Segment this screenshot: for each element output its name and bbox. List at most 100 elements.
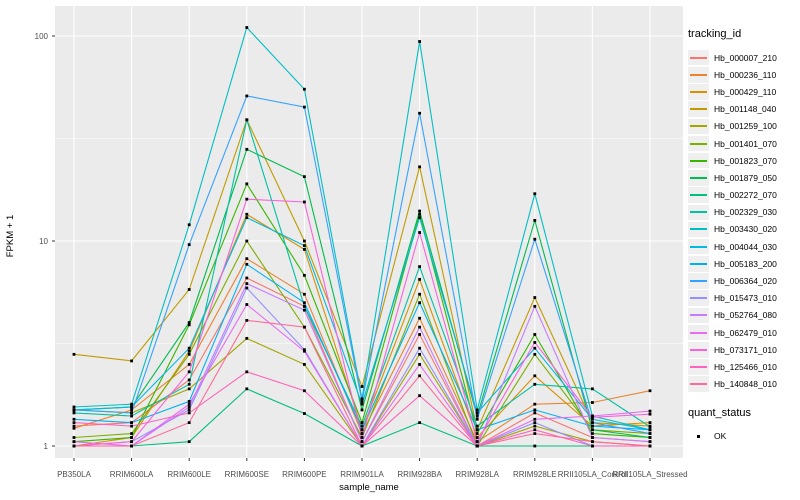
data-point — [418, 374, 421, 378]
data-point — [533, 424, 537, 428]
data-point — [533, 237, 537, 241]
data-point — [303, 301, 306, 305]
data-point — [187, 321, 191, 324]
data-point — [187, 323, 191, 327]
data-point — [533, 417, 537, 421]
data-point — [303, 308, 306, 312]
legend-item-label: Hb_006364_020 — [714, 276, 777, 287]
data-point — [245, 276, 249, 280]
legend-key-line-icon — [688, 187, 709, 203]
legend-key-point-icon — [688, 429, 709, 445]
data-point — [475, 417, 479, 421]
data-point — [303, 325, 306, 329]
data-point — [130, 432, 133, 435]
data-point — [187, 402, 191, 406]
data-point — [418, 216, 421, 220]
x-tick-label: RRIM600LA — [110, 470, 154, 479]
legend-item: Hb_001823_070 — [688, 152, 800, 169]
data-point — [648, 432, 652, 435]
x-tick-label: RRIM600LE — [167, 470, 211, 479]
legend-item: Hb_001259_100 — [688, 118, 800, 135]
data-point — [303, 247, 306, 251]
legend-item-label: Hb_000236_110 — [714, 69, 777, 80]
data-point — [360, 432, 364, 435]
data-point — [648, 440, 652, 444]
data-point — [245, 286, 249, 290]
data-point — [475, 444, 479, 448]
data-point — [475, 424, 479, 428]
x-tick-label: RRIM928LA — [455, 470, 499, 479]
data-point — [245, 216, 249, 220]
data-point — [418, 352, 421, 356]
panel-background — [55, 6, 683, 458]
data-point — [533, 333, 537, 336]
data-point — [187, 363, 191, 366]
data-point — [418, 265, 421, 269]
data-point — [72, 405, 76, 409]
data-point — [187, 440, 191, 444]
data-point — [72, 411, 76, 415]
data-point — [533, 421, 537, 425]
y-tick-label: 1 — [44, 442, 49, 451]
data-point — [130, 421, 133, 425]
data-point — [475, 428, 479, 432]
legend-key-line-icon — [688, 152, 709, 169]
legend-item-label: Hb_002329_030 — [714, 207, 777, 218]
legend-item-label: Hb_052764_080 — [714, 310, 777, 321]
legend-item: Hb_062479_010 — [688, 324, 800, 341]
data-point — [130, 408, 133, 412]
x-tick-label: RRIM928BA — [397, 470, 442, 479]
data-point — [72, 424, 76, 428]
data-point — [360, 402, 364, 406]
legend-quant-title: quant_status — [688, 406, 751, 419]
data-point — [245, 197, 249, 201]
legend-item: Hb_000236_110 — [688, 66, 800, 83]
data-point — [187, 346, 191, 350]
legend-key-line-icon — [688, 238, 709, 255]
data-point — [533, 341, 537, 344]
legend-item: Hb_000007_210 — [688, 49, 800, 66]
x-tick-label: RRII105LA_Stressed — [612, 470, 687, 479]
x-tick-label: RRIM901LA — [340, 470, 384, 479]
data-point — [418, 292, 421, 296]
data-point — [533, 444, 537, 448]
legend-item: Hb_006364_020 — [688, 272, 800, 289]
legend-item-label: Hb_001148_040 — [714, 104, 777, 115]
x-tick-label: PB350LA — [57, 470, 91, 479]
legend-item: Hb_052764_080 — [688, 307, 800, 324]
data-point — [418, 346, 421, 350]
legend-item-label: Hb_015473_010 — [714, 293, 777, 304]
data-point — [245, 370, 249, 374]
data-point — [533, 374, 537, 378]
legend-key-line-icon — [688, 307, 709, 324]
legend-key-line-icon — [688, 342, 709, 358]
data-point — [245, 336, 249, 340]
data-point — [130, 440, 133, 444]
data-point — [303, 87, 306, 91]
legend-key-line-icon — [688, 101, 709, 117]
data-point — [418, 209, 421, 213]
legend-item-label: Hb_062479_010 — [714, 327, 777, 338]
data-point — [72, 417, 76, 421]
data-point — [418, 111, 421, 115]
data-point — [187, 243, 191, 247]
data-point — [591, 432, 594, 435]
data-point — [533, 408, 537, 412]
data-point — [72, 436, 76, 439]
data-point — [245, 239, 249, 243]
data-point — [245, 182, 249, 186]
legend-key-line-icon — [688, 67, 709, 83]
legend-item: Hb_001148_040 — [688, 101, 800, 118]
data-point — [303, 304, 306, 308]
x-tick-label: RRIM928LE — [513, 470, 557, 479]
data-point — [303, 389, 306, 393]
data-point — [187, 382, 191, 386]
legend-item-label: Hb_004044_030 — [714, 241, 777, 252]
data-point — [72, 421, 76, 425]
x-tick-label: RRIM600SE — [225, 470, 269, 479]
legend-tracking-items: Hb_000007_210 Hb_000236_110 Hb_000429_110 H… — [688, 49, 800, 393]
data-point — [72, 352, 76, 356]
data-point — [533, 402, 537, 406]
data-point — [475, 414, 479, 418]
